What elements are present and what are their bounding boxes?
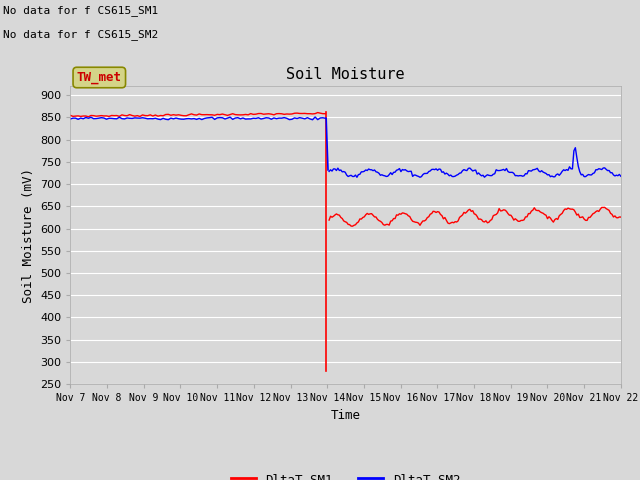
Text: TW_met: TW_met [77, 71, 122, 84]
Title: Soil Moisture: Soil Moisture [286, 68, 405, 83]
X-axis label: Time: Time [331, 408, 360, 421]
Legend: DltaT_SM1, DltaT_SM2: DltaT_SM1, DltaT_SM2 [226, 468, 466, 480]
Text: No data for f CS615_SM2: No data for f CS615_SM2 [3, 29, 159, 40]
Y-axis label: Soil Moisture (mV): Soil Moisture (mV) [22, 168, 35, 303]
Text: No data for f CS615_SM1: No data for f CS615_SM1 [3, 5, 159, 16]
